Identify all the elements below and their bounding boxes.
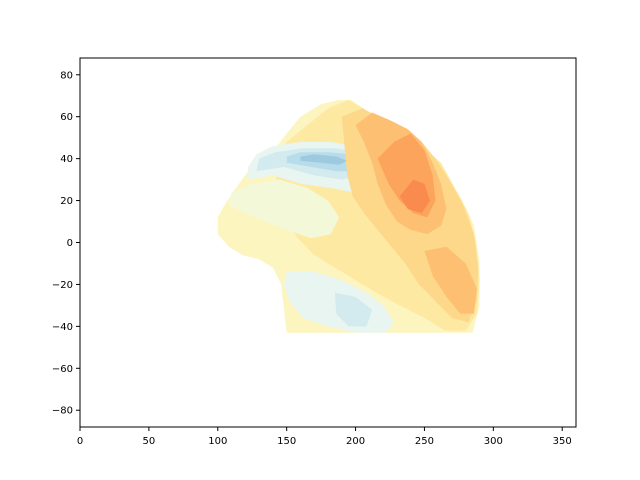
y-axis: −80 −60 −40 −20 0 20 40 60 80 xyxy=(52,70,80,417)
y-tick-label: −40 xyxy=(52,322,73,333)
x-tick-label: 0 xyxy=(77,436,83,447)
plot-area xyxy=(217,99,480,333)
x-tick-label: 350 xyxy=(553,436,572,447)
y-tick-label: 60 xyxy=(60,112,73,123)
x-tick-label: 100 xyxy=(208,436,227,447)
y-tick-label: −20 xyxy=(52,280,73,291)
contour-region-light-orange xyxy=(424,246,477,314)
contour-region-pale-green xyxy=(228,179,339,239)
y-tick-label: 40 xyxy=(60,154,73,165)
x-tick-label: 250 xyxy=(415,436,434,447)
contour-region-light-blue xyxy=(334,292,373,327)
y-tick-label: −80 xyxy=(52,406,73,417)
x-tick-label: 300 xyxy=(484,436,503,447)
contour-region-deep-orange xyxy=(399,179,430,214)
x-tick-label: 150 xyxy=(277,436,296,447)
x-tick-label: 50 xyxy=(143,436,156,447)
x-axis: 0 50 100 150 200 250 300 350 xyxy=(77,427,572,447)
y-tick-label: 0 xyxy=(67,238,73,249)
contour-region-deep-blue xyxy=(300,154,348,165)
y-tick-label: 20 xyxy=(60,196,73,207)
y-tick-label: −60 xyxy=(52,364,73,375)
x-tick-label: 200 xyxy=(346,436,365,447)
contour-regions xyxy=(217,99,480,333)
y-tick-label: 80 xyxy=(60,70,73,81)
